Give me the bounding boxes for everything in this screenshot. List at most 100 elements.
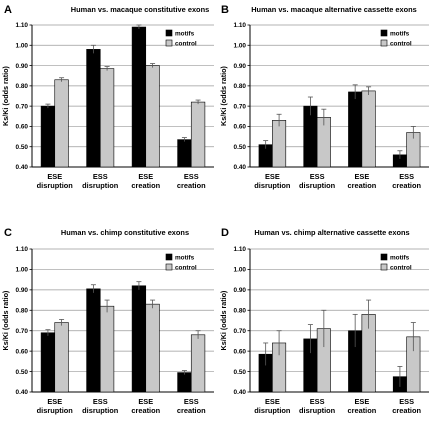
- category-label-bottom: creation: [131, 406, 160, 415]
- legend-swatch-motifs: [380, 253, 388, 261]
- category-label-top: ESS: [310, 172, 325, 181]
- bar-motifs-0: [40, 105, 56, 168]
- category-label-top: ESS: [184, 397, 199, 406]
- y-tick-label: 0.40: [16, 164, 29, 171]
- y-tick-label: 0.50: [16, 369, 29, 376]
- chart-title: Human vs. macaque alternative cassette e…: [251, 5, 417, 14]
- category-label-bottom: disruption: [299, 181, 336, 190]
- bar-control-3: [190, 334, 206, 393]
- y-tick-label: 0.60: [234, 124, 247, 131]
- legend-label-control: control: [175, 41, 197, 48]
- bar-control-1: [99, 68, 115, 168]
- chart-title: Human vs. macaque constitutive exons: [71, 5, 209, 14]
- chart-panel-d: D Human vs. chimp alternative cassette ex…: [219, 227, 429, 415]
- category-label-bottom: disruption: [82, 406, 119, 415]
- bar-motifs-2: [348, 91, 363, 168]
- category-label-bottom: disruption: [299, 406, 336, 415]
- y-tick-label: 0.80: [234, 307, 247, 314]
- category-label-bottom: disruption: [254, 181, 291, 190]
- y-tick-label: 0.70: [16, 103, 29, 110]
- category-label-bottom: disruption: [254, 406, 291, 415]
- y-axis-label: Ks/Ki (odds ratio): [1, 65, 10, 126]
- y-tick-label: 0.50: [16, 144, 29, 151]
- y-axis-label: Ks/Ki (odds ratio): [1, 290, 10, 351]
- y-tick-label: 0.90: [16, 63, 29, 70]
- chart-panel-b: B Human vs. macaque alternative cassette …: [219, 4, 429, 190]
- legend-swatch-control: [380, 39, 388, 47]
- y-tick-label: 1.00: [234, 42, 247, 49]
- y-tick-label: 0.80: [16, 307, 29, 314]
- category-label-top: ESE: [47, 172, 62, 181]
- legend-swatch-control: [165, 39, 173, 47]
- category-label-bottom: creation: [392, 181, 421, 190]
- category-label-top: ESE: [138, 172, 153, 181]
- y-tick-label: 0.50: [234, 144, 247, 151]
- bar-control-2: [145, 65, 160, 168]
- y-axis-label: Ks/Ki (odds ratio): [219, 290, 228, 351]
- legend-swatch-motifs: [165, 253, 173, 261]
- bar-motifs-2: [131, 26, 147, 168]
- category-label-bottom: creation: [177, 406, 206, 415]
- y-tick-label: 0.80: [16, 83, 29, 90]
- legend-swatch-control: [165, 263, 173, 271]
- y-tick-label: 1.10: [234, 246, 247, 253]
- legend-swatch-motifs: [165, 29, 173, 37]
- y-tick-label: 1.10: [16, 22, 29, 29]
- panel-letter: D: [221, 227, 229, 239]
- panel-letter: A: [4, 4, 12, 16]
- legend-label-motifs: motifs: [175, 255, 195, 262]
- chart-panel-c: C Human vs. chimp constitutive exons 0.40 0…: [1, 227, 214, 415]
- y-tick-label: 0.40: [234, 164, 247, 171]
- category-label-bottom: creation: [347, 406, 376, 415]
- legend-swatch-control: [380, 263, 388, 271]
- y-tick-label: 1.00: [234, 267, 247, 274]
- bar-motifs-1: [86, 288, 101, 393]
- category-label-top: ESE: [138, 397, 153, 406]
- chart-title: Human vs. chimp constitutive exons: [61, 228, 189, 237]
- category-label-bottom: creation: [131, 181, 160, 190]
- category-label-top: ESS: [93, 172, 108, 181]
- y-tick-label: 0.90: [16, 287, 29, 294]
- y-axis-label: Ks/Ki (odds ratio): [219, 65, 228, 126]
- legend-label-motifs: motifs: [390, 31, 410, 38]
- bar-control-0: [54, 322, 69, 393]
- legend-label-motifs: motifs: [175, 31, 195, 38]
- y-tick-label: 1.00: [16, 42, 29, 49]
- bar-control-1: [99, 305, 115, 393]
- category-label-top: ESE: [265, 397, 280, 406]
- chart-panel-a: A Human vs. macaque constitutive exons 0.4…: [1, 4, 214, 190]
- bar-control-0: [272, 120, 287, 168]
- legend-label-control: control: [390, 41, 412, 48]
- category-label-bottom: disruption: [37, 181, 74, 190]
- y-tick-label: 1.10: [234, 22, 247, 29]
- y-tick-label: 0.70: [234, 103, 247, 110]
- y-tick-label: 0.70: [16, 328, 29, 335]
- y-tick-label: 0.90: [234, 287, 247, 294]
- y-tick-label: 0.50: [234, 369, 247, 376]
- bar-control-3: [190, 101, 206, 168]
- bar-control-0: [54, 79, 69, 168]
- category-label-bottom: creation: [392, 406, 421, 415]
- y-tick-label: 0.60: [16, 124, 29, 131]
- category-label-top: ESS: [399, 397, 414, 406]
- y-tick-label: 0.70: [234, 328, 247, 335]
- category-label-top: ESE: [354, 172, 369, 181]
- y-tick-label: 0.60: [234, 348, 247, 355]
- y-tick-label: 0.80: [234, 83, 247, 90]
- category-label-top: ESE: [47, 397, 62, 406]
- bar-motifs-3: [177, 372, 192, 393]
- bar-motifs-3: [177, 139, 192, 168]
- category-label-bottom: creation: [177, 181, 206, 190]
- category-label-top: ESS: [93, 397, 108, 406]
- bar-motifs-0: [40, 332, 56, 393]
- bar-motifs-1: [86, 49, 101, 168]
- category-label-bottom: creation: [347, 181, 376, 190]
- bar-control-2: [361, 90, 376, 168]
- legend-swatch-motifs: [380, 29, 388, 37]
- legend-label-control: control: [390, 265, 412, 272]
- category-label-bottom: disruption: [82, 181, 119, 190]
- y-tick-label: 1.00: [16, 267, 29, 274]
- category-label-top: ESS: [184, 172, 199, 181]
- y-tick-label: 0.40: [234, 389, 247, 396]
